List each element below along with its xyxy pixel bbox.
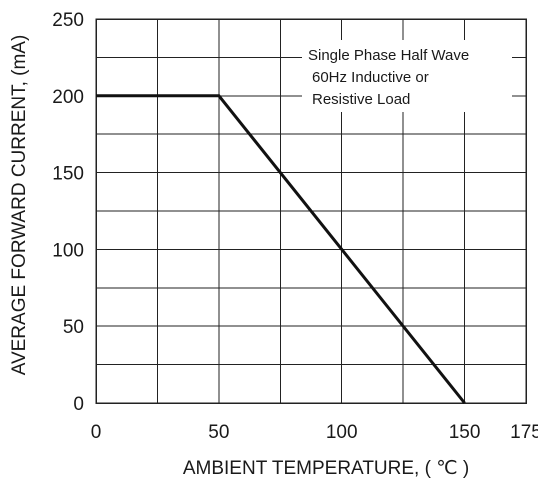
x-tick-label: 150 xyxy=(449,422,481,443)
y-tick-label: 150 xyxy=(52,164,84,185)
annotation-line: 60Hz Inductive or xyxy=(312,69,429,86)
series-layer xyxy=(96,94,466,404)
x-axis-title: AMBIENT TEMPERATURE, ( ℃ ) xyxy=(183,458,469,479)
x-tick-label: 50 xyxy=(208,422,229,443)
y-tick-label: 100 xyxy=(52,240,84,261)
y-tick-label: 250 xyxy=(52,10,84,31)
x-tick-label: 100 xyxy=(326,422,358,443)
y-tick-labels: 0 50 100 150 200 250 xyxy=(52,10,84,415)
y-tick-label: 200 xyxy=(52,87,84,108)
plot-frame xyxy=(95,18,527,404)
annotation: Single Phase Half Wave 60Hz Inductive or R… xyxy=(302,40,512,112)
y-tick-label: 0 xyxy=(73,394,84,415)
x-tick-labels: 0 50 100 150 175 xyxy=(91,422,538,443)
annotation-line: Single Phase Half Wave xyxy=(308,47,469,64)
annotation-line: Resistive Load xyxy=(312,91,410,108)
annotation-background xyxy=(302,40,512,112)
y-axis-title: AVERAGE FORWARD CURRENT, (mA) xyxy=(9,35,30,376)
x-tick-label: 175 xyxy=(510,422,538,443)
x-tick-label: 0 xyxy=(91,422,102,443)
y-tick-label: 50 xyxy=(63,317,84,338)
derating-curve xyxy=(96,94,466,404)
